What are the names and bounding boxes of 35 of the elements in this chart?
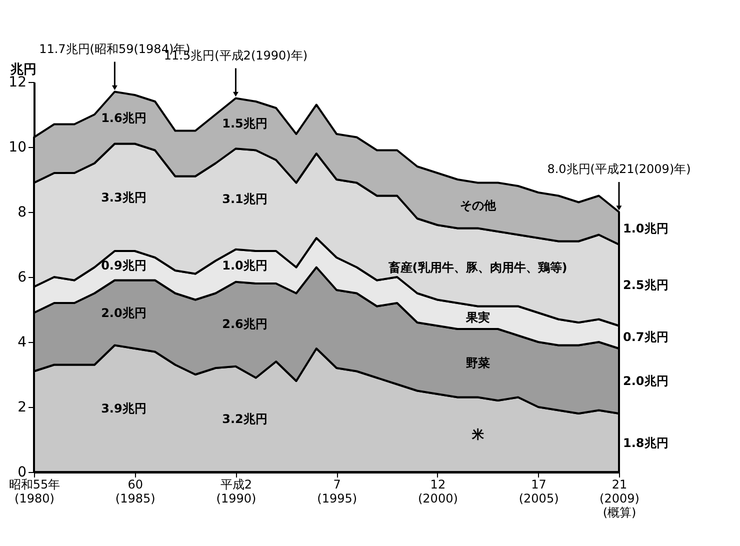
annotation: 0.9兆円 bbox=[101, 258, 146, 273]
series-label: 米 bbox=[470, 428, 485, 442]
text: 1.8兆円 bbox=[623, 436, 668, 450]
x-tick-label: 7 (1995) bbox=[317, 478, 358, 506]
annotation: 1.6兆円 bbox=[101, 110, 146, 125]
y-tick-label: 6 bbox=[18, 270, 27, 286]
text: 2.5兆円 bbox=[623, 278, 668, 292]
x-tick-label: 17 (2005) bbox=[518, 478, 559, 506]
x-tick-label: 21 (2009) (概算) bbox=[600, 478, 640, 520]
x-tick-label: 昭和55年 (1980) bbox=[8, 478, 60, 506]
annotation: 3.2兆円 bbox=[222, 412, 268, 426]
text: 2.0兆円 bbox=[623, 374, 668, 388]
y-axis-title: 兆円 bbox=[10, 62, 36, 78]
x-tick-label: 60 (1985) bbox=[115, 478, 156, 506]
annotation: 3.9兆円 bbox=[101, 402, 146, 416]
annotation: 3.1兆円 bbox=[222, 192, 268, 206]
text: 1.0兆円 bbox=[623, 221, 668, 236]
annotation: 2.6兆円 bbox=[222, 317, 268, 332]
y-tick-label: 4 bbox=[18, 334, 27, 350]
y-tick-label: 2 bbox=[18, 400, 26, 416]
annotation: 8.0兆円(平成21(2009)年) bbox=[547, 162, 691, 176]
x-tick-label: 12 (2000) bbox=[418, 478, 458, 506]
text: 0.7兆円 bbox=[623, 330, 668, 344]
annotation: 2.0兆円 bbox=[101, 306, 146, 320]
y-tick-label: 8 bbox=[18, 204, 26, 220]
series-label: 果実 bbox=[464, 310, 490, 325]
annotation: 1.5兆円 bbox=[222, 116, 268, 130]
x-tick-label: 平成2 (1990) bbox=[216, 478, 256, 506]
series-label: その他 bbox=[460, 198, 497, 212]
annotation: 1.0兆円 bbox=[222, 258, 268, 273]
series-label: 畜産(乳用牛、豚、肉用牛、鶏等) bbox=[387, 260, 568, 274]
y-tick-label: 10 bbox=[8, 140, 26, 156]
series-label: 野菜 bbox=[466, 356, 490, 370]
annotation: 3.3兆円 bbox=[101, 190, 146, 204]
y-tick-label: 12 bbox=[8, 74, 26, 90]
